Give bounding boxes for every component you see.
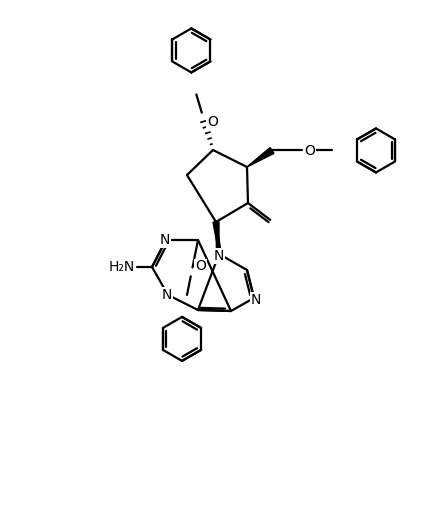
Polygon shape (247, 148, 274, 167)
Polygon shape (213, 222, 219, 254)
Text: O: O (304, 145, 316, 158)
Text: H₂N: H₂N (109, 260, 135, 274)
Text: N: N (162, 288, 172, 302)
Text: O: O (195, 259, 206, 274)
Polygon shape (216, 222, 221, 254)
Text: N: N (214, 249, 224, 263)
Text: N: N (160, 233, 170, 247)
Text: O: O (207, 115, 218, 129)
Text: N: N (251, 293, 261, 307)
